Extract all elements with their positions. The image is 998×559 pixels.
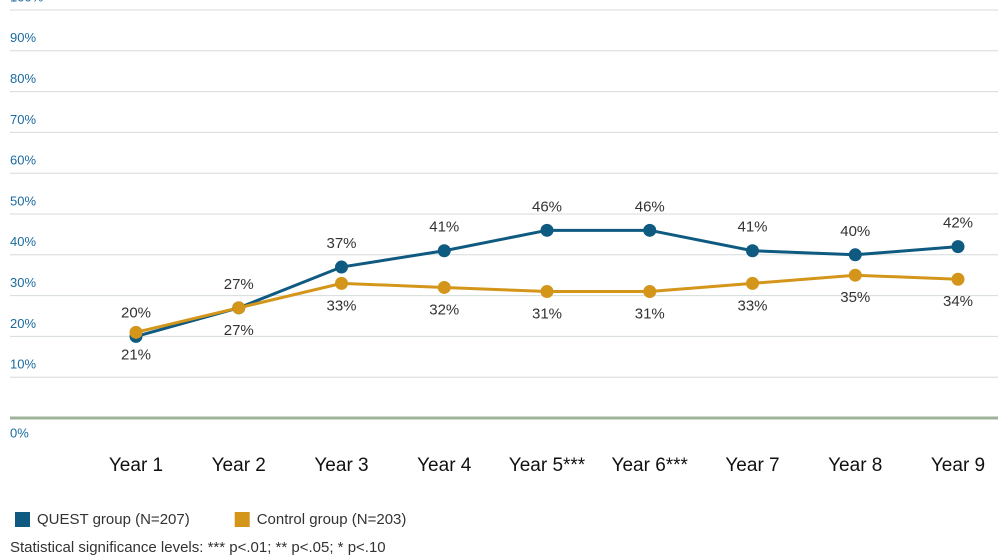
- y-tick-label: 90%: [10, 30, 36, 45]
- y-tick-label: 80%: [10, 71, 36, 86]
- point: [746, 244, 759, 258]
- legend-swatch: [15, 512, 30, 527]
- x-tick-label: Year 6***: [612, 455, 689, 476]
- point: [848, 248, 862, 262]
- data-label: 46%: [635, 198, 665, 215]
- legend-swatch: [234, 512, 250, 527]
- legend-label: Control group (N=203): [257, 511, 407, 528]
- point: [437, 244, 451, 258]
- data-label: 37%: [326, 235, 356, 252]
- x-tick-label: Year 2: [212, 455, 266, 476]
- legend-label: QUEST group (N=207): [37, 511, 190, 528]
- data-label: 41%: [737, 219, 767, 236]
- data-label: 32%: [429, 301, 459, 318]
- y-tick-label: 100%: [10, 0, 44, 4]
- point: [643, 223, 657, 237]
- data-label: 34%: [943, 293, 973, 310]
- point: [540, 223, 554, 237]
- data-label: 27%: [224, 276, 254, 293]
- data-label: 21%: [121, 346, 151, 363]
- point: [540, 285, 554, 299]
- x-tick-label: Year 4: [417, 455, 472, 476]
- point: [746, 276, 759, 290]
- point: [232, 301, 246, 315]
- data-label: 27%: [224, 322, 254, 339]
- x-tick-label: Year 5***: [509, 455, 586, 476]
- y-tick-label: 60%: [10, 153, 36, 168]
- data-label: 41%: [429, 219, 459, 236]
- x-tick-label: Year 7: [725, 455, 779, 476]
- data-label: 42%: [943, 215, 973, 232]
- note: Statistical significance levels: *** p<.…: [10, 539, 386, 556]
- point: [848, 268, 862, 282]
- y-tick-label: 50%: [10, 193, 36, 208]
- y-tick-label: 10%: [10, 357, 36, 372]
- point: [129, 325, 143, 339]
- y-tick-label: 20%: [10, 316, 36, 331]
- data-label: 46%: [532, 198, 562, 215]
- point: [951, 272, 965, 286]
- point: [643, 285, 657, 299]
- x-tick-label: Year 1: [109, 455, 163, 476]
- data-label: 33%: [737, 297, 767, 314]
- data-label: 35%: [840, 289, 870, 306]
- y-tick-label: 0%: [10, 425, 29, 440]
- point: [335, 260, 348, 274]
- y-tick-label: 40%: [10, 234, 36, 249]
- data-label: 31%: [532, 305, 562, 322]
- data-label: 20%: [121, 304, 151, 321]
- data-label: 33%: [326, 297, 356, 314]
- point: [951, 240, 965, 254]
- data-label: 40%: [840, 223, 870, 240]
- y-tick-label: 30%: [10, 275, 36, 290]
- x-tick-label: Year 9: [931, 455, 985, 476]
- x-tick-label: Year 8: [828, 455, 882, 476]
- x-tick-label: Year 3: [314, 455, 368, 476]
- point: [437, 280, 451, 294]
- series-line: [135, 273, 959, 334]
- data-label: 31%: [635, 305, 665, 322]
- point: [335, 276, 348, 290]
- y-tick-label: 70%: [10, 112, 36, 127]
